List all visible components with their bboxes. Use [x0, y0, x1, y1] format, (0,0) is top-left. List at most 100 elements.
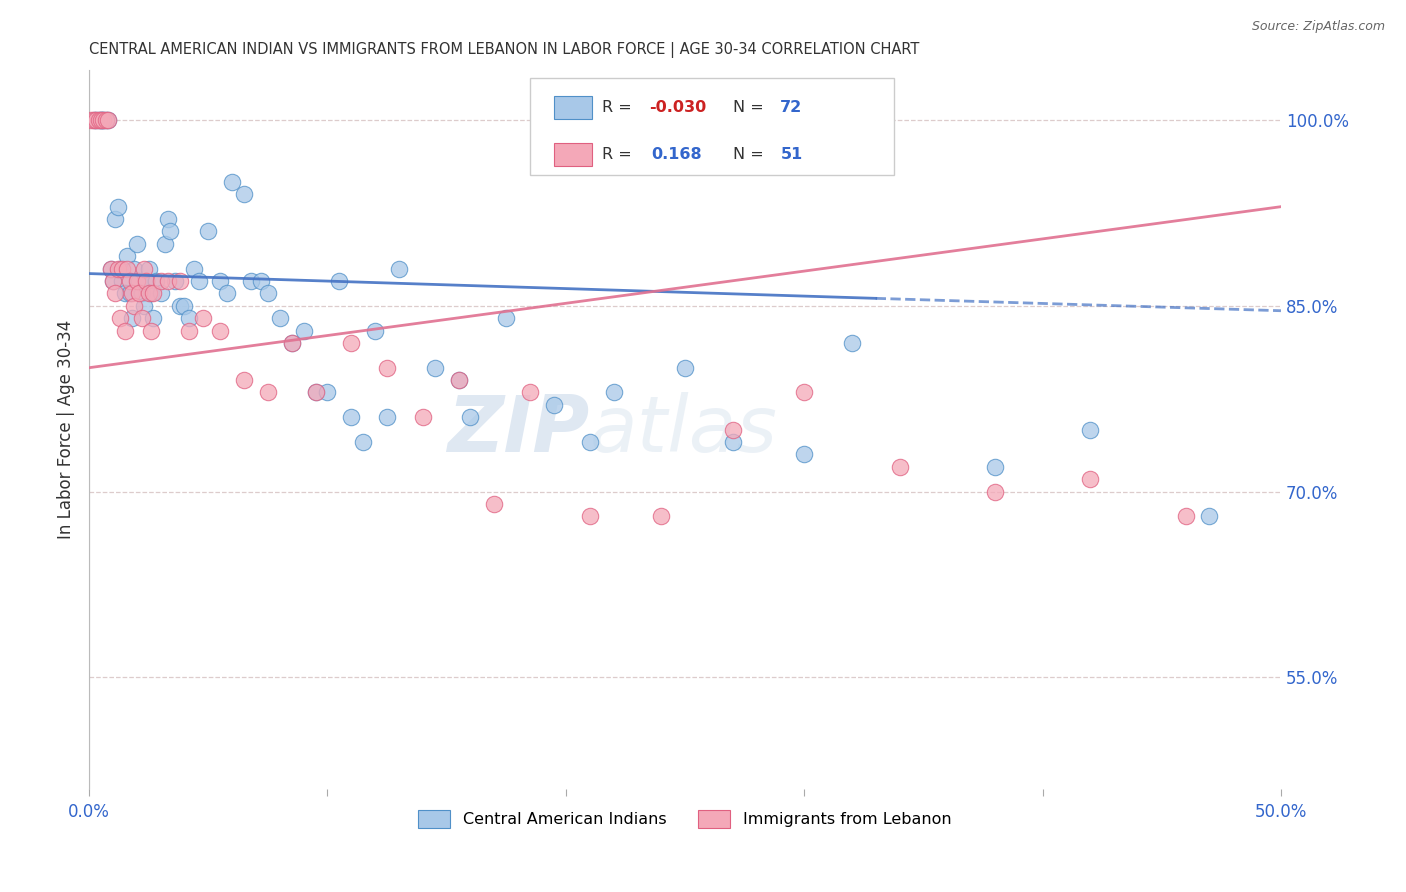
Point	[1078, 423, 1101, 437]
Point	[340, 335, 363, 350]
Point	[793, 385, 815, 400]
Point	[111, 274, 134, 288]
Point	[114, 324, 136, 338]
Point	[169, 274, 191, 288]
Point	[519, 385, 541, 400]
Point	[460, 410, 482, 425]
Text: 0.168: 0.168	[651, 147, 702, 162]
Point	[423, 360, 446, 375]
Point	[138, 286, 160, 301]
Point	[124, 299, 146, 313]
Point	[280, 335, 302, 350]
Point	[484, 497, 506, 511]
Point	[375, 360, 398, 375]
Point	[156, 212, 179, 227]
Point	[221, 175, 243, 189]
Point	[209, 324, 232, 338]
Point	[364, 324, 387, 338]
Point	[121, 311, 143, 326]
Point	[108, 261, 131, 276]
Point	[94, 113, 117, 128]
Point	[1078, 472, 1101, 486]
Point	[80, 113, 103, 128]
Point	[114, 286, 136, 301]
Point	[90, 113, 112, 128]
Point	[83, 113, 105, 128]
Point	[107, 200, 129, 214]
Text: N =: N =	[733, 100, 763, 115]
Point	[340, 410, 363, 425]
Point	[1174, 509, 1197, 524]
Point	[183, 261, 205, 276]
Point	[142, 311, 165, 326]
Point	[721, 423, 744, 437]
Point	[169, 299, 191, 313]
Point	[111, 261, 134, 276]
Point	[375, 410, 398, 425]
Text: N =: N =	[733, 147, 763, 162]
Point	[118, 274, 141, 288]
Point	[156, 274, 179, 288]
Point	[132, 299, 155, 313]
Point	[316, 385, 339, 400]
Point	[145, 274, 167, 288]
Point	[97, 113, 120, 128]
Bar	[554, 143, 592, 166]
Point	[135, 274, 157, 288]
Point	[101, 274, 124, 288]
Point	[87, 113, 110, 128]
Point	[304, 385, 326, 400]
Point	[115, 249, 138, 263]
Point	[138, 261, 160, 276]
Point	[292, 324, 315, 338]
Point	[602, 385, 624, 400]
Point	[304, 385, 326, 400]
Point	[155, 236, 177, 251]
Point	[257, 385, 280, 400]
Point	[179, 311, 201, 326]
Text: atlas: atlas	[589, 392, 778, 467]
Point	[87, 113, 110, 128]
Point	[217, 286, 239, 301]
Point	[163, 274, 186, 288]
Point	[984, 459, 1007, 474]
Point	[132, 261, 155, 276]
Point	[108, 311, 131, 326]
Point	[240, 274, 263, 288]
Point	[543, 398, 565, 412]
Point	[142, 286, 165, 301]
Point	[104, 212, 127, 227]
Bar	[554, 96, 592, 120]
Point	[149, 286, 172, 301]
Text: -0.030: -0.030	[650, 100, 706, 115]
Point	[93, 113, 115, 128]
Point	[233, 187, 256, 202]
Point	[447, 373, 470, 387]
Point	[139, 324, 162, 338]
Point	[128, 274, 150, 288]
Point	[233, 373, 256, 387]
Point	[793, 447, 815, 461]
Point	[984, 484, 1007, 499]
Point	[447, 373, 470, 387]
Point	[328, 274, 350, 288]
Point	[84, 113, 107, 128]
Point	[578, 435, 600, 450]
Text: 51: 51	[780, 147, 803, 162]
Text: Source: ZipAtlas.com: Source: ZipAtlas.com	[1251, 20, 1385, 33]
Point	[173, 299, 195, 313]
Point	[179, 324, 201, 338]
Text: R =: R =	[602, 100, 631, 115]
Point	[100, 261, 122, 276]
Point	[107, 261, 129, 276]
Point	[131, 286, 153, 301]
Point	[121, 286, 143, 301]
Text: 72: 72	[780, 100, 803, 115]
Point	[124, 261, 146, 276]
Point	[673, 360, 696, 375]
Text: R =: R =	[602, 147, 631, 162]
Point	[280, 335, 302, 350]
Point	[115, 261, 138, 276]
Point	[101, 274, 124, 288]
Point	[257, 286, 280, 301]
